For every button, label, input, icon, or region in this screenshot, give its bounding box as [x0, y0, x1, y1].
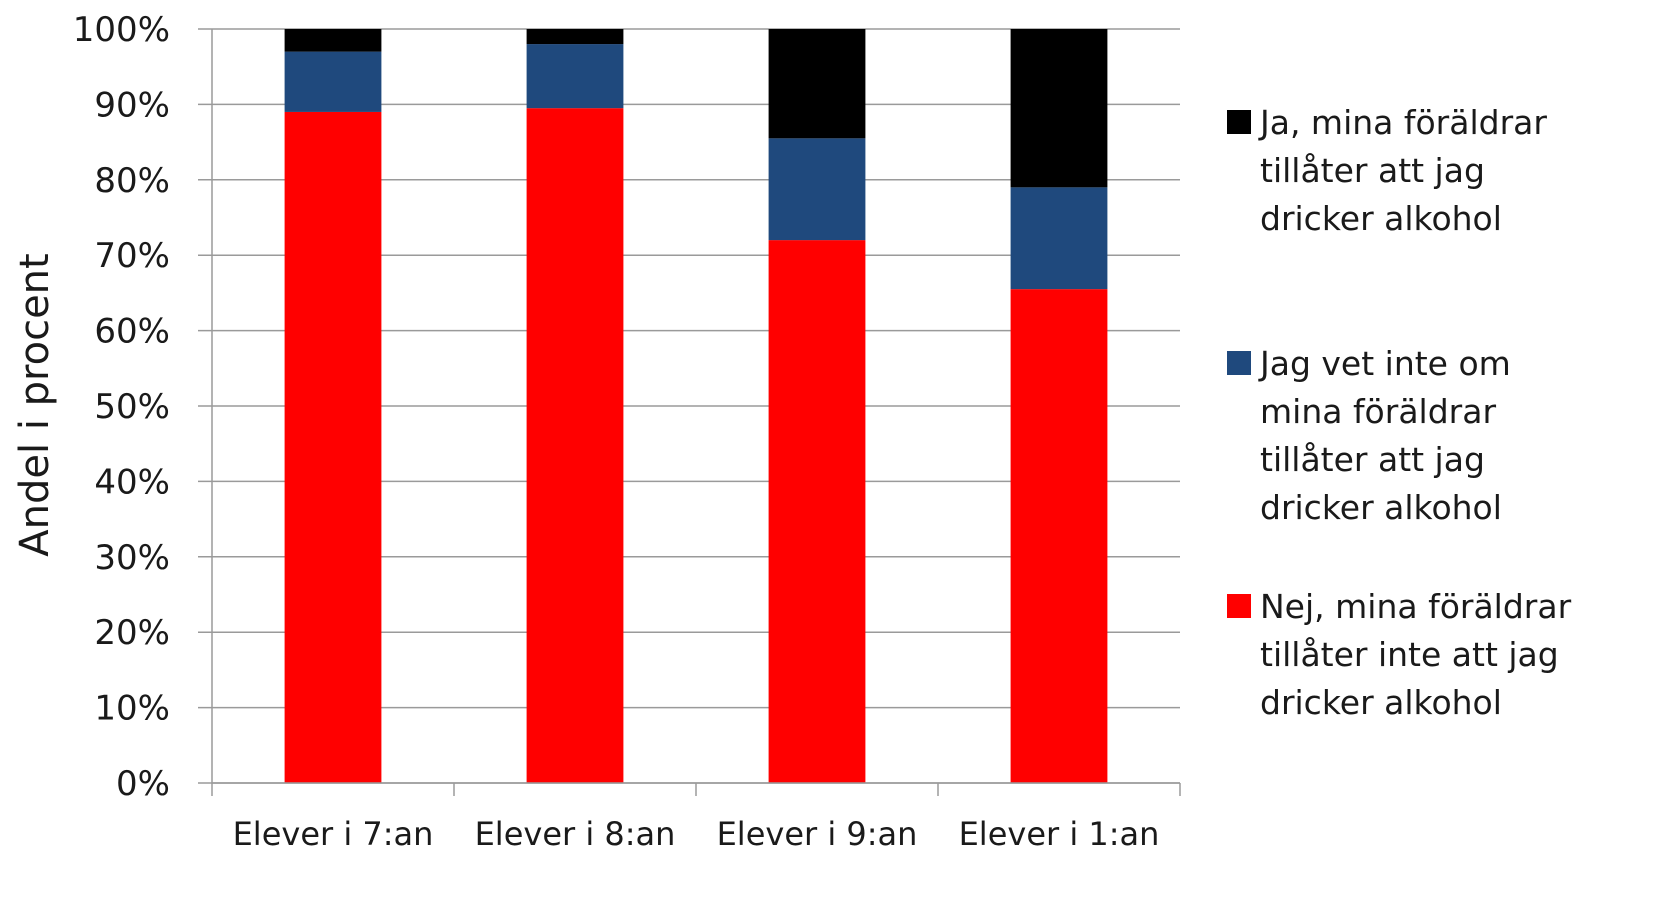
legend-swatch [1227, 110, 1251, 134]
legend-entry: Jag vet inte om mina föräldrar tillåter at… [1227, 344, 1511, 527]
legend-label: tillåter inte att jag [1260, 635, 1559, 674]
legend-label: tillåter att jag [1260, 440, 1485, 479]
legend-entry: Ja, mina föräldrar tillåter att jag dricke… [1227, 103, 1547, 238]
x-category-label: Elever i 9:an [717, 815, 918, 853]
y-axis-title: Andel i procent [12, 253, 58, 556]
bar-segment [768, 138, 866, 241]
x-category-labels: Elever i 7:an Elever i 8:an Elever i 9:an E… [233, 815, 1160, 853]
bar-segment [526, 108, 624, 784]
y-tick-label: 100% [73, 10, 170, 50]
legend-label: Nej, mina föräldrar [1260, 587, 1572, 626]
legend-label: dricker alkohol [1260, 199, 1502, 238]
bar-segment [768, 240, 866, 783]
x-category-label: Elever i 8:an [475, 815, 676, 853]
bar-segment [284, 111, 382, 783]
bar-segment [1010, 187, 1108, 290]
bars [284, 29, 1108, 784]
y-tick-label: 90% [94, 85, 170, 125]
legend: Ja, mina föräldrar tillåter att jag dricke… [1227, 103, 1572, 722]
x-category-label: Elever i 7:an [233, 815, 434, 853]
legend-entry: Nej, mina föräldrar tillåter inte att jag… [1227, 587, 1572, 722]
y-tick-label: 60% [94, 312, 170, 352]
y-tick-label: 50% [94, 387, 170, 427]
y-tick-label: 0% [116, 764, 170, 804]
x-category-label: Elever i 1:an [959, 815, 1160, 853]
y-tick-label: 20% [94, 613, 170, 653]
legend-swatch [1227, 594, 1251, 618]
legend-label: Ja, mina föräldrar [1258, 103, 1547, 142]
y-tick-label: 30% [94, 538, 170, 578]
legend-label: dricker alkohol [1260, 683, 1502, 722]
legend-label: dricker alkohol [1260, 488, 1502, 527]
y-tick-labels: 0% 10% 20% 30% 40% 50% 60% 70% 80% 90% 100% [73, 10, 170, 804]
y-tick-label: 80% [94, 161, 170, 201]
axes [211, 29, 1181, 796]
bar-segment [526, 29, 624, 45]
bar-segment [526, 44, 624, 109]
bar-segment [284, 51, 382, 112]
y-tick-label: 70% [94, 236, 170, 276]
legend-label: Jag vet inte om [1258, 344, 1511, 383]
legend-label: mina föräldrar [1260, 392, 1496, 431]
y-tick-label: 40% [94, 462, 170, 502]
y-tick-label: 10% [94, 689, 170, 729]
bar-segment [768, 29, 866, 139]
legend-label: tillåter att jag [1260, 151, 1485, 190]
legend-swatch [1227, 351, 1251, 375]
bar-segment [284, 29, 382, 52]
bar-segment [1010, 29, 1108, 188]
bar-segment [1010, 289, 1108, 783]
